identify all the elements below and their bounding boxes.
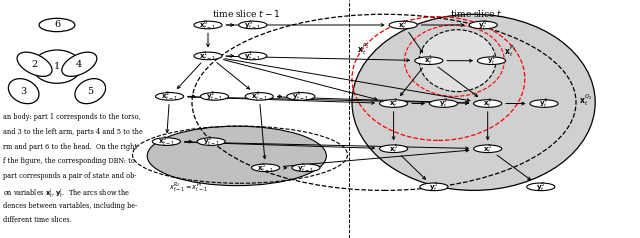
Text: different time slices.: different time slices. <box>3 216 72 224</box>
Text: 5: 5 <box>87 87 93 96</box>
Ellipse shape <box>380 145 408 153</box>
Text: $\mathbf{y}_t^{5}$: $\mathbf{y}_t^{5}$ <box>536 180 545 194</box>
Text: $\mathbf{y}_t^{1}$: $\mathbf{y}_t^{1}$ <box>487 54 496 68</box>
Ellipse shape <box>75 79 106 104</box>
Ellipse shape <box>389 21 417 29</box>
Text: $\mathbf{x}_t^{P_1}$: $\mathbf{x}_t^{P_1}$ <box>504 43 516 59</box>
Text: time slice $t$: time slice $t$ <box>451 8 503 19</box>
Ellipse shape <box>292 164 320 172</box>
Text: $\mathbf{y}_{t-1}^{3}$: $\mathbf{y}_{t-1}^{3}$ <box>203 135 220 149</box>
Text: 1: 1 <box>54 62 60 71</box>
Ellipse shape <box>8 79 39 104</box>
Ellipse shape <box>420 183 448 191</box>
Ellipse shape <box>419 30 496 92</box>
Text: time slice $t-1$: time slice $t-1$ <box>212 8 280 19</box>
Ellipse shape <box>39 18 75 32</box>
Text: part corresponds a pair of state and ob-: part corresponds a pair of state and ob- <box>3 172 137 180</box>
Ellipse shape <box>429 100 458 107</box>
Text: an body: part 1 corresponds to the torso,: an body: part 1 corresponds to the torso… <box>3 113 141 121</box>
Ellipse shape <box>474 145 502 153</box>
Text: $\mathbf{x}_{t-1}^{2}$: $\mathbf{x}_{t-1}^{2}$ <box>161 89 178 103</box>
Text: 3: 3 <box>20 87 27 96</box>
Ellipse shape <box>197 138 225 145</box>
Text: 2: 2 <box>31 60 38 69</box>
Text: $\mathbf{x}_{t-1}^{4}$: $\mathbf{x}_{t-1}^{4}$ <box>251 89 268 103</box>
Ellipse shape <box>239 52 267 60</box>
Text: $\mathbf{x}_t^{6}$: $\mathbf{x}_t^{6}$ <box>399 18 408 32</box>
Text: $x_{t-1}^{R_2}=x_{t-1}^{P_3}$: $x_{t-1}^{R_2}=x_{t-1}^{P_3}$ <box>170 181 208 195</box>
Text: $\mathbf{y}_{t-1}^{4}$: $\mathbf{y}_{t-1}^{4}$ <box>292 89 309 103</box>
Ellipse shape <box>194 21 222 29</box>
Ellipse shape <box>17 52 52 76</box>
Ellipse shape <box>352 14 595 190</box>
Ellipse shape <box>287 93 315 100</box>
Text: $\mathbf{y}_{t-1}^{5}$: $\mathbf{y}_{t-1}^{5}$ <box>298 161 314 175</box>
Text: rm and part 6 to the head.  On the right: rm and part 6 to the head. On the right <box>3 143 138 151</box>
Ellipse shape <box>152 138 180 145</box>
Text: $\mathbf{x}_t^{5}$: $\mathbf{x}_t^{5}$ <box>483 142 492 156</box>
Ellipse shape <box>474 100 502 107</box>
Ellipse shape <box>252 164 280 172</box>
Text: 4: 4 <box>76 60 83 69</box>
Text: $\mathbf{x}_t^{Q_2}$: $\mathbf{x}_t^{Q_2}$ <box>579 92 592 108</box>
Text: $\mathbf{x}_{t-1}^{1}$: $\mathbf{x}_{t-1}^{1}$ <box>200 49 216 63</box>
Ellipse shape <box>200 93 228 100</box>
Text: $\mathbf{y}_{t-1}^{2}$: $\mathbf{y}_{t-1}^{2}$ <box>206 89 223 103</box>
Ellipse shape <box>245 93 273 100</box>
Text: dences between variables, including be-: dences between variables, including be- <box>3 202 138 210</box>
Ellipse shape <box>527 183 555 191</box>
Ellipse shape <box>469 21 497 29</box>
Text: $\mathbf{y}_t^{3}$: $\mathbf{y}_t^{3}$ <box>429 180 438 194</box>
Ellipse shape <box>239 21 267 29</box>
Text: $\mathbf{x}_t^{3}$: $\mathbf{x}_t^{3}$ <box>389 142 398 156</box>
Text: $\mathbf{y}_{t-1}^{1}$: $\mathbf{y}_{t-1}^{1}$ <box>244 49 261 63</box>
Text: f the figure, the corresponding DBN: to: f the figure, the corresponding DBN: to <box>3 157 135 165</box>
Ellipse shape <box>415 57 443 64</box>
Text: $\mathbf{x}_{t-1}^{5}$: $\mathbf{x}_{t-1}^{5}$ <box>257 161 274 175</box>
Text: $\mathbf{x}_{t-1}^{6}$: $\mathbf{x}_{t-1}^{6}$ <box>200 18 216 32</box>
Text: $\mathbf{x}_{t-1}^{3}$: $\mathbf{x}_{t-1}^{3}$ <box>158 135 175 149</box>
Text: on variables $\mathbf{x}_t^j$, $\mathbf{y}_t^j$.  The arcs show the: on variables $\mathbf{x}_t^j$, $\mathbf{… <box>3 187 130 201</box>
Ellipse shape <box>147 126 326 186</box>
Text: and 3 to the left arm, parts 4 and 5 to the: and 3 to the left arm, parts 4 and 5 to … <box>3 128 143 136</box>
Text: $\mathbf{x}_t^{2}$: $\mathbf{x}_t^{2}$ <box>389 97 398 110</box>
Text: $\mathbf{y}_t^{2}$: $\mathbf{y}_t^{2}$ <box>439 97 448 110</box>
Text: $\mathbf{y}_t^{6}$: $\mathbf{y}_t^{6}$ <box>479 18 488 32</box>
Ellipse shape <box>380 100 408 107</box>
Ellipse shape <box>156 93 184 100</box>
Text: $\mathbf{x}_t^{P_2}$: $\mathbf{x}_t^{P_2}$ <box>356 41 369 57</box>
Text: $\mathbf{x}_t^{4}$: $\mathbf{x}_t^{4}$ <box>483 97 492 110</box>
Ellipse shape <box>477 57 506 64</box>
Ellipse shape <box>530 100 558 107</box>
Ellipse shape <box>62 52 97 76</box>
Text: 6: 6 <box>54 20 60 30</box>
Text: $\mathbf{y}_{t-1}^{6}$: $\mathbf{y}_{t-1}^{6}$ <box>244 18 261 32</box>
Text: $\mathbf{x}_t^{1}$: $\mathbf{x}_t^{1}$ <box>424 54 433 68</box>
Ellipse shape <box>194 52 222 60</box>
Text: $\mathbf{y}_t^{4}$: $\mathbf{y}_t^{4}$ <box>540 97 548 110</box>
Ellipse shape <box>33 50 81 83</box>
